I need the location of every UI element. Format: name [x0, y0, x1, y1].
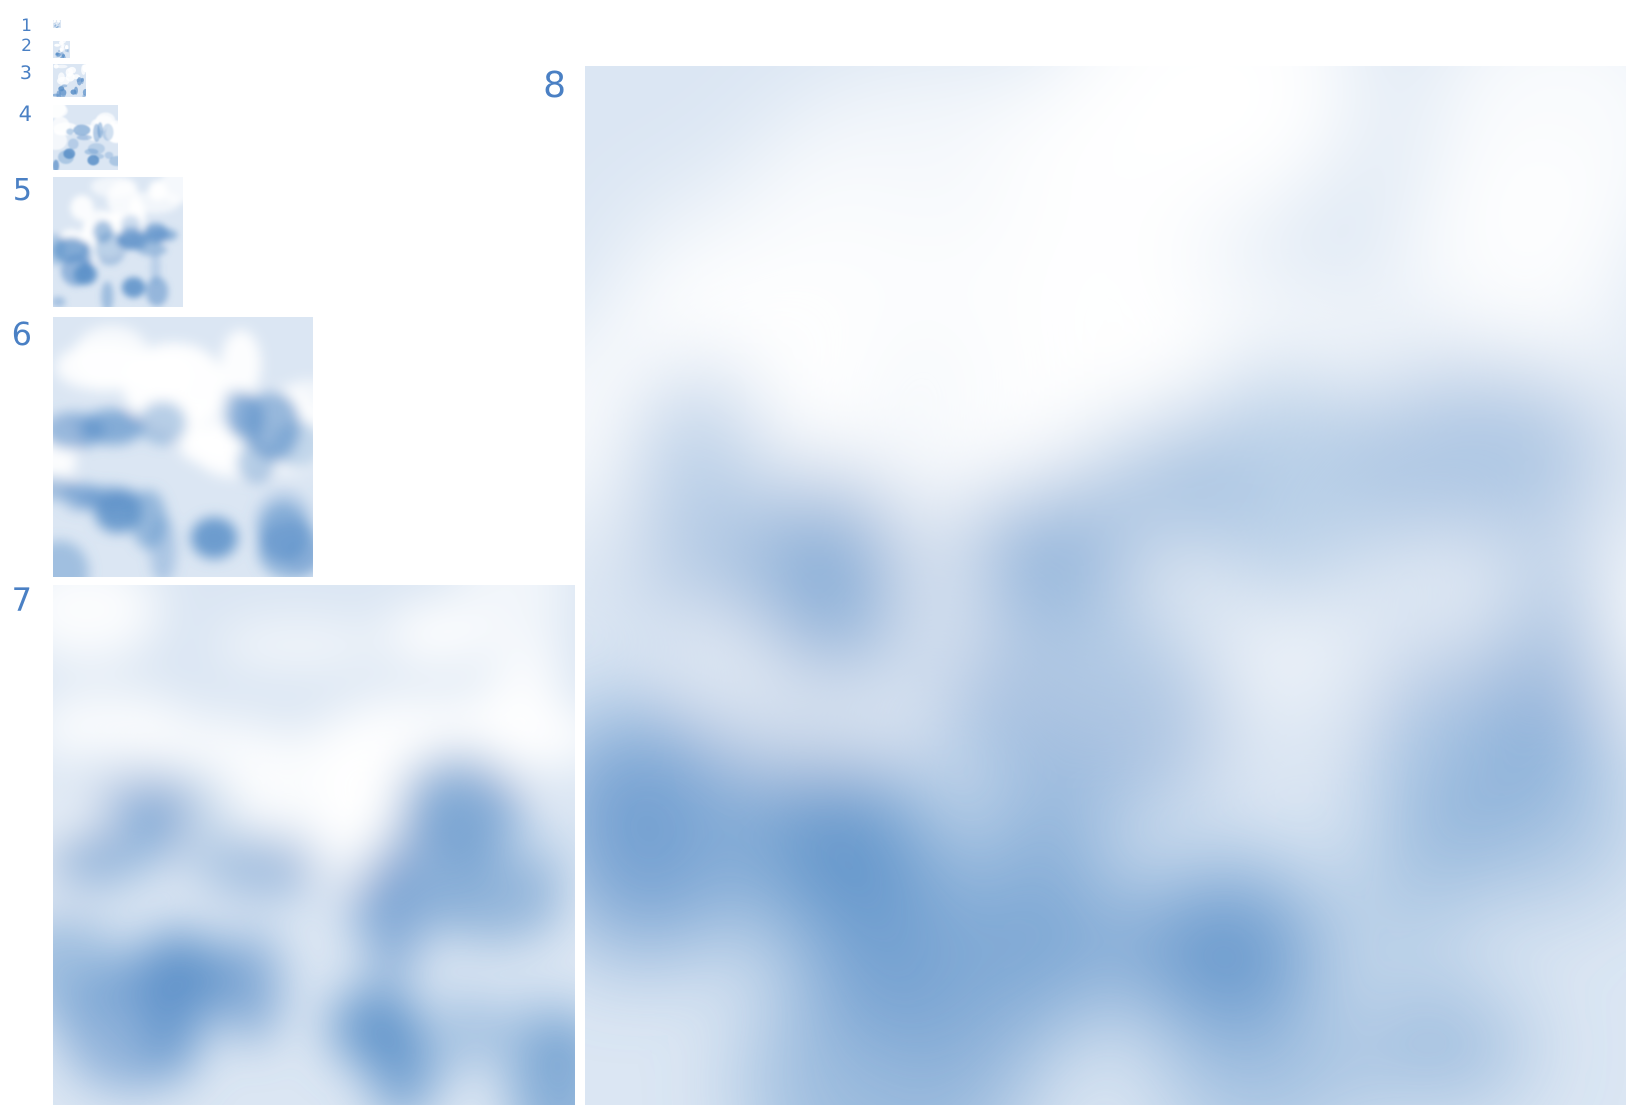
noise-image — [53, 20, 61, 28]
noise-panel-7 — [53, 585, 575, 1105]
panel-label-7: 7 — [11, 581, 32, 619]
panel-label-3: 3 — [19, 62, 32, 84]
panel-label-2: 2 — [21, 36, 32, 56]
noise-panel-8 — [585, 66, 1626, 1105]
noise-panel-3 — [53, 64, 86, 97]
noise-image — [53, 41, 70, 58]
panel-label-8: 8 — [543, 65, 566, 106]
panel-label-4: 4 — [18, 102, 32, 126]
noise-image — [53, 177, 183, 307]
panel-label-5: 5 — [12, 173, 32, 208]
noise-image — [585, 66, 1626, 1105]
panel-label-1: 1 — [21, 16, 32, 36]
noise-image — [53, 585, 575, 1105]
noise-panel-1 — [53, 20, 61, 28]
noise-panel-6 — [53, 317, 313, 577]
panel-label-6: 6 — [11, 315, 32, 353]
noise-image — [53, 105, 118, 170]
noise-panel-4 — [53, 105, 118, 170]
noise-panel-5 — [53, 177, 183, 307]
noise-panel-2 — [53, 41, 70, 58]
noise-image — [53, 64, 86, 97]
noise-image — [53, 317, 313, 577]
